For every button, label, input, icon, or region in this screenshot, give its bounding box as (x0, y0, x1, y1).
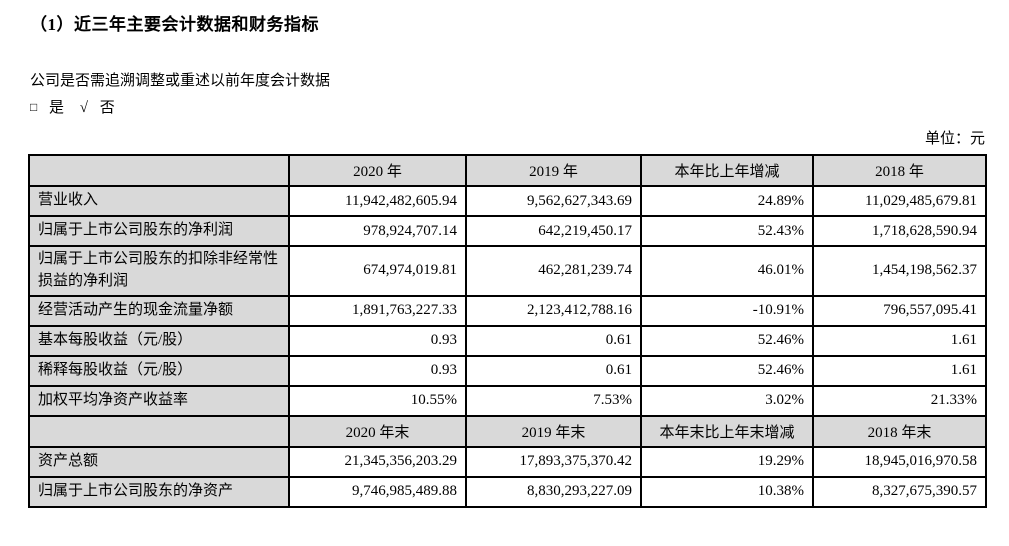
value-cell: 18,945,016,970.58 (812, 445, 987, 478)
value-cell: 10.55% (288, 384, 467, 417)
column-header-cell: 本年末比上年末增减 (640, 414, 814, 448)
value-cell: 0.61 (465, 324, 642, 357)
value-cell: 0.93 (288, 354, 467, 387)
value-cell: 1.61 (812, 324, 987, 357)
column-header-cell: 2020 年末 (288, 414, 467, 448)
column-header-cell: 2018 年末 (812, 414, 987, 448)
restate-question-text: 公司是否需追溯调整或重述以前年度会计数据 (30, 73, 331, 89)
value-cell: 3.02% (640, 384, 814, 417)
table-row: 资产总额 21,345,356,203.29 17,893,375,370.42 19… (28, 445, 987, 478)
value-cell: 1,891,763,227.33 (288, 294, 467, 327)
checkbox-unchecked-icon: □ (30, 100, 38, 114)
checkmark-icon: √ (79, 100, 88, 116)
value-cell: 21.33% (812, 384, 987, 417)
value-cell: 7.53% (465, 384, 642, 417)
value-cell: 10.38% (640, 475, 814, 508)
value-cell: 1.61 (812, 354, 987, 387)
column-header-cell (28, 154, 290, 187)
column-header-cell: 2019 年末 (465, 414, 642, 448)
value-cell: 17,893,375,370.42 (465, 445, 642, 478)
table-row: 归属于上市公司股东的净资产 9,746,985,489.88 8,830,293,2… (28, 475, 987, 508)
row-label-cell: 经营活动产生的现金流量净额 (28, 294, 290, 327)
document-page: （1）近三年主要会计数据和财务指标 公司是否需追溯调整或重述以前年度会计数据 □… (0, 10, 1009, 546)
value-cell: 978,924,707.14 (288, 215, 467, 247)
row-label-cell: 基本每股收益（元/股） (28, 324, 290, 357)
row-label-cell: 归属于上市公司股东的扣除非经常性损益的净利润 (28, 245, 290, 297)
row-label-cell: 稀释每股收益（元/股） (28, 354, 290, 387)
restate-checkbox-line: □ 是 √ 否 (30, 96, 1009, 117)
value-cell: -10.91% (640, 294, 814, 327)
row-label-cell: 归属于上市公司股东的净资产 (28, 475, 290, 508)
table-header-row: 2020 年末 2019 年末 本年末比上年末增减 2018 年末 (28, 414, 987, 448)
value-cell: 24.89% (640, 185, 814, 217)
value-cell: 21,345,356,203.29 (288, 445, 467, 478)
table-row: 稀释每股收益（元/股） 0.93 0.61 52.46% 1.61 (28, 354, 987, 387)
table-row: 经营活动产生的现金流量净额 1,891,763,227.33 2,123,412,7… (28, 294, 987, 327)
value-cell: 1,718,628,590.94 (812, 215, 987, 247)
value-cell: 9,562,627,343.69 (465, 185, 642, 217)
value-cell: 1,454,198,562.37 (812, 245, 987, 297)
column-header-cell: 2019 年 (465, 154, 642, 187)
value-cell: 46.01% (640, 245, 814, 297)
table-header-row: 2020 年 2019 年本年比上年增减 2018 年 (28, 154, 987, 187)
value-cell: 52.43% (640, 215, 814, 247)
table-row: 归属于上市公司股东的净利润 978,924,707.14 642,219,450.1… (28, 215, 987, 247)
table-row: 基本每股收益（元/股） 0.93 0.61 52.46% 1.61 (28, 324, 987, 357)
financial-table-body: 2020 年 2019 年本年比上年增减 2018 年营业收入 11,942,482,… (28, 154, 987, 508)
row-label-cell: 资产总额 (28, 445, 290, 478)
checkbox-no-label: 否 (99, 100, 115, 116)
row-label-cell: 加权平均净资产收益率 (28, 384, 290, 417)
value-cell: 52.46% (640, 354, 814, 387)
checkbox-yes-label: 是 (49, 100, 65, 116)
value-cell: 0.61 (465, 354, 642, 387)
financial-table: 2020 年 2019 年本年比上年增减 2018 年营业收入 11,942,482,… (28, 154, 987, 508)
value-cell: 11,029,485,679.81 (812, 185, 987, 217)
table-row: 营业收入 11,942,482,605.94 9,562,627,343.69 24.… (28, 185, 987, 217)
row-label-cell: 归属于上市公司股东的净利润 (28, 215, 290, 247)
value-cell: 642,219,450.17 (465, 215, 642, 247)
value-cell: 8,327,675,390.57 (812, 475, 987, 508)
row-label-cell: 营业收入 (28, 185, 290, 217)
value-cell: 8,830,293,227.09 (465, 475, 642, 508)
column-header-cell: 2018 年 (812, 154, 987, 187)
value-cell: 796,557,095.41 (812, 294, 987, 327)
page-title: （1）近三年主要会计数据和财务指标 (30, 15, 319, 34)
value-cell: 19.29% (640, 445, 814, 478)
value-cell: 9,746,985,489.88 (288, 475, 467, 508)
value-cell: 0.93 (288, 324, 467, 357)
value-cell: 11,942,482,605.94 (288, 185, 467, 217)
value-cell: 52.46% (640, 324, 814, 357)
value-cell: 2,123,412,788.16 (465, 294, 642, 327)
column-header-cell: 2020 年 (288, 154, 467, 187)
table-row: 归属于上市公司股东的扣除非经常性损益的净利润 674,974,019.81 462,… (28, 245, 987, 297)
unit-label: 单位：元 (924, 131, 985, 147)
value-cell: 462,281,239.74 (465, 245, 642, 297)
table-row: 加权平均净资产收益率 10.55% 7.53% 3.02% 21.33% (28, 384, 987, 417)
column-header-cell (28, 414, 290, 448)
column-header-cell: 本年比上年增减 (640, 154, 814, 187)
value-cell: 674,974,019.81 (288, 245, 467, 297)
